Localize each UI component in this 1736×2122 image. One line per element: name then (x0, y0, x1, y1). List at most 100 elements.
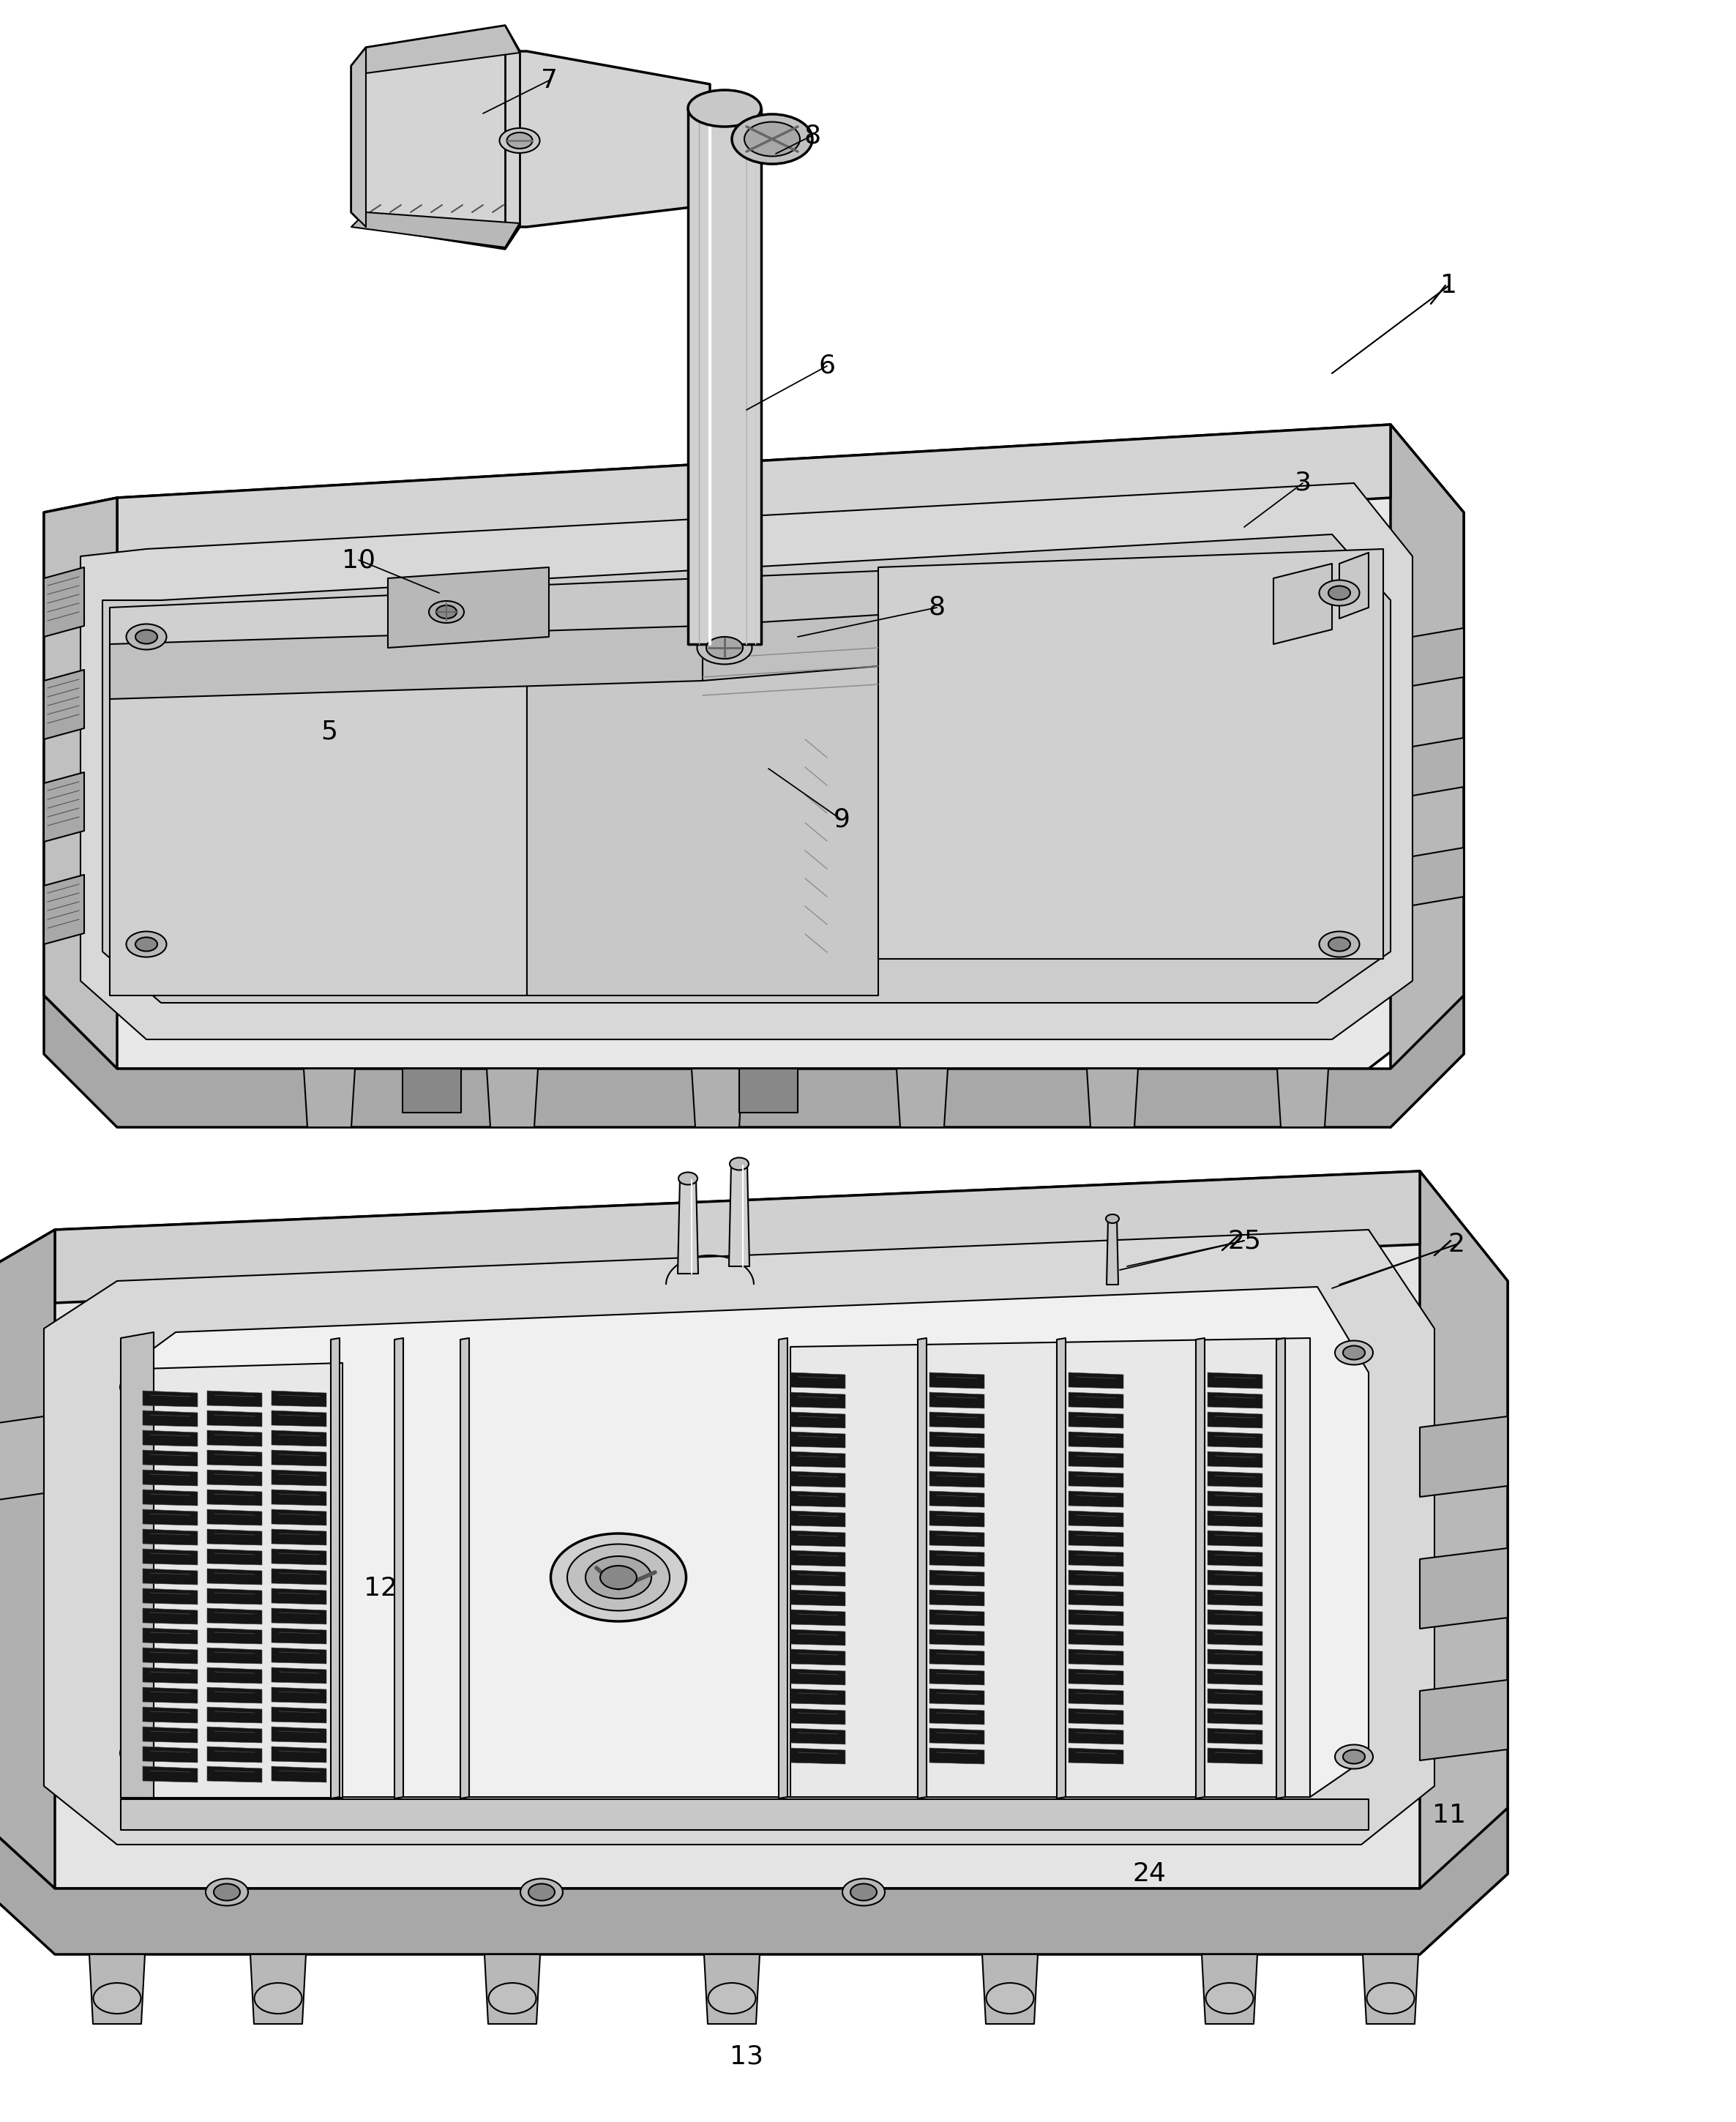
Polygon shape (43, 772, 83, 842)
Polygon shape (896, 1069, 948, 1127)
Polygon shape (109, 590, 528, 995)
Ellipse shape (842, 1878, 885, 1906)
Ellipse shape (601, 1566, 637, 1589)
Polygon shape (207, 1647, 262, 1664)
Polygon shape (790, 1373, 845, 1388)
Polygon shape (43, 567, 83, 637)
Text: 6: 6 (819, 354, 835, 378)
Ellipse shape (1344, 1751, 1364, 1763)
Polygon shape (929, 1551, 984, 1566)
Ellipse shape (94, 1982, 141, 2014)
Polygon shape (394, 1339, 403, 1799)
Polygon shape (929, 1392, 984, 1409)
Polygon shape (142, 1411, 198, 1426)
Polygon shape (1069, 1749, 1123, 1763)
Ellipse shape (255, 1982, 302, 2014)
Ellipse shape (205, 1878, 248, 1906)
Polygon shape (403, 1069, 462, 1112)
Polygon shape (790, 1411, 845, 1428)
Polygon shape (929, 1668, 984, 1685)
Polygon shape (142, 1490, 198, 1507)
Polygon shape (142, 1727, 198, 1742)
Polygon shape (207, 1706, 262, 1723)
Polygon shape (1208, 1689, 1262, 1704)
Polygon shape (271, 1766, 326, 1782)
Polygon shape (1069, 1492, 1123, 1507)
Polygon shape (142, 1530, 198, 1545)
Polygon shape (207, 1411, 262, 1426)
Polygon shape (142, 1706, 198, 1723)
Polygon shape (207, 1628, 262, 1645)
Polygon shape (271, 1390, 326, 1407)
Polygon shape (1069, 1589, 1123, 1606)
Polygon shape (1208, 1492, 1262, 1507)
Ellipse shape (585, 1555, 651, 1598)
Text: 24: 24 (1132, 1861, 1167, 1886)
Polygon shape (122, 1333, 155, 1797)
Polygon shape (271, 1727, 326, 1742)
Polygon shape (56, 1171, 1420, 1303)
Polygon shape (271, 1706, 326, 1723)
Polygon shape (929, 1689, 984, 1704)
Ellipse shape (986, 1982, 1033, 2014)
Polygon shape (1106, 1218, 1118, 1284)
Polygon shape (929, 1411, 984, 1428)
Polygon shape (1069, 1611, 1123, 1625)
Ellipse shape (128, 1379, 149, 1394)
Polygon shape (929, 1492, 984, 1507)
Polygon shape (1069, 1511, 1123, 1528)
Polygon shape (1069, 1411, 1123, 1428)
Polygon shape (1069, 1668, 1123, 1685)
Polygon shape (790, 1570, 845, 1585)
Polygon shape (207, 1687, 262, 1704)
Text: 8: 8 (804, 123, 821, 149)
Polygon shape (142, 1471, 198, 1485)
Polygon shape (271, 1568, 326, 1585)
Ellipse shape (851, 1884, 877, 1901)
Polygon shape (929, 1530, 984, 1547)
Ellipse shape (679, 1171, 698, 1184)
Polygon shape (271, 1411, 326, 1426)
Text: 25: 25 (1227, 1229, 1260, 1254)
Polygon shape (1069, 1689, 1123, 1704)
Text: 5: 5 (321, 719, 339, 745)
Ellipse shape (707, 637, 743, 658)
Ellipse shape (507, 132, 533, 149)
Text: 1: 1 (1441, 274, 1458, 297)
Polygon shape (790, 1727, 845, 1744)
Polygon shape (790, 1392, 845, 1409)
Polygon shape (929, 1708, 984, 1725)
Polygon shape (89, 1954, 144, 2024)
Text: 10: 10 (342, 547, 375, 573)
Polygon shape (271, 1449, 326, 1466)
Polygon shape (528, 571, 878, 995)
Polygon shape (43, 874, 83, 944)
Polygon shape (1420, 1549, 1507, 1630)
Polygon shape (687, 108, 760, 645)
Polygon shape (1208, 1411, 1262, 1428)
Polygon shape (0, 1231, 56, 1889)
Polygon shape (0, 1415, 43, 1504)
Polygon shape (1208, 1649, 1262, 1666)
Polygon shape (102, 535, 1391, 1004)
Polygon shape (142, 1628, 198, 1645)
Ellipse shape (120, 1740, 158, 1766)
Polygon shape (929, 1749, 984, 1763)
Ellipse shape (1335, 1341, 1373, 1364)
Polygon shape (271, 1608, 326, 1623)
Polygon shape (1069, 1727, 1123, 1744)
Polygon shape (983, 1954, 1038, 2024)
Polygon shape (122, 1799, 1368, 1829)
Polygon shape (1340, 552, 1368, 618)
Polygon shape (122, 1286, 1368, 1797)
Polygon shape (677, 1178, 698, 1273)
Polygon shape (207, 1449, 262, 1466)
Polygon shape (1208, 1708, 1262, 1725)
Polygon shape (1208, 1668, 1262, 1685)
Ellipse shape (729, 1159, 748, 1169)
Polygon shape (0, 1808, 1507, 1954)
Polygon shape (271, 1430, 326, 1447)
Polygon shape (1069, 1373, 1123, 1388)
Ellipse shape (1344, 1345, 1364, 1360)
Polygon shape (271, 1687, 326, 1704)
